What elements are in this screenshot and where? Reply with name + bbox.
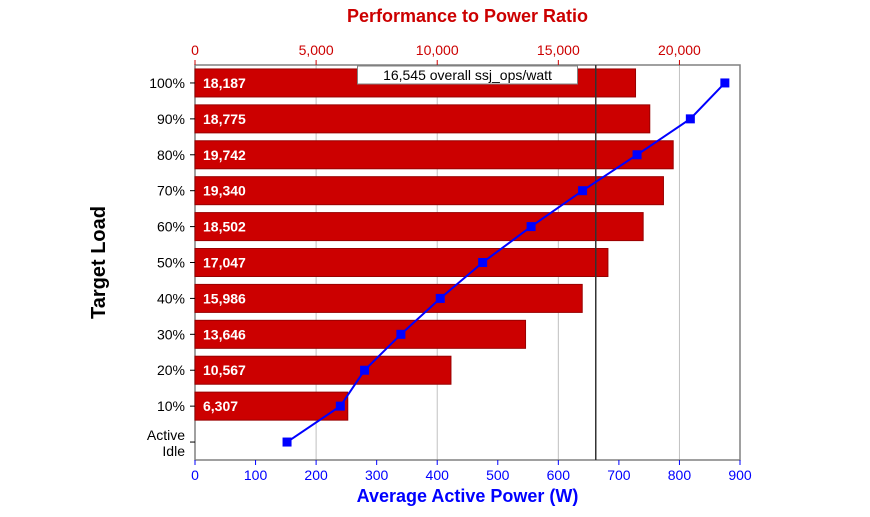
- power-marker: [336, 402, 344, 410]
- power-marker: [527, 223, 535, 231]
- category-label: 80%: [157, 147, 185, 163]
- bottom-axis-tick-label: 700: [607, 467, 631, 483]
- bottom-axis-tick-label: 500: [486, 467, 510, 483]
- bar-value-label: 17,047: [203, 255, 246, 271]
- bottom-axis-tick-label: 600: [547, 467, 571, 483]
- power-marker: [579, 187, 587, 195]
- category-label: Idle: [162, 443, 185, 459]
- bar: 19,742: [195, 141, 673, 169]
- bottom-axis-tick-label: 300: [365, 467, 389, 483]
- category-label: 90%: [157, 111, 185, 127]
- bar-value-label: 6,307: [203, 398, 238, 414]
- category-label: 60%: [157, 219, 185, 235]
- category-label: 70%: [157, 183, 185, 199]
- category-label: 20%: [157, 362, 185, 378]
- bar: 18,775: [195, 105, 650, 133]
- bar-value-label: 18,187: [203, 75, 246, 91]
- power-marker: [686, 115, 694, 123]
- bottom-axis-tick-label: 0: [191, 467, 199, 483]
- power-marker: [721, 79, 729, 87]
- category-label: 50%: [157, 255, 185, 271]
- top-axis-tick-label: 20,000: [658, 42, 701, 58]
- bar-value-label: 19,742: [203, 147, 246, 163]
- power-marker: [397, 330, 405, 338]
- category-label: 30%: [157, 326, 185, 342]
- bar: 17,047: [195, 248, 608, 276]
- bar: 19,340: [195, 177, 663, 205]
- power-marker: [633, 151, 641, 159]
- y-axis-label: Target Load: [88, 206, 110, 319]
- power-marker: [283, 438, 291, 446]
- top-axis-tick-label: 10,000: [416, 42, 459, 58]
- power-marker: [361, 366, 369, 374]
- bottom-axis-tick-label: 200: [304, 467, 328, 483]
- top-axis-tick-label: 15,000: [537, 42, 580, 58]
- bottom-axis-tick-label: 800: [668, 467, 692, 483]
- bottom-axis-tick-label: 400: [426, 467, 450, 483]
- bar-value-label: 13,646: [203, 326, 246, 342]
- bar-value-label: 10,567: [203, 362, 246, 378]
- chart-svg: 18,187 18,775 19,742 19,340 18,502 17,047 15,9…: [0, 0, 870, 517]
- top-axis-tick-label: 5,000: [299, 42, 334, 58]
- bar-value-label: 19,340: [203, 183, 246, 199]
- bar: 18,502: [195, 213, 643, 241]
- category-label: 100%: [149, 75, 185, 91]
- bar-value-label: 18,775: [203, 111, 246, 127]
- bar: 15,986: [195, 284, 582, 312]
- bar: 13,646: [195, 320, 526, 348]
- title-top: Performance to Power Ratio: [347, 6, 588, 26]
- bar-value-label: 18,502: [203, 219, 246, 235]
- power-marker: [436, 294, 444, 302]
- bottom-axis-tick-label: 900: [728, 467, 752, 483]
- chart-container: 18,187 18,775 19,742 19,340 18,502 17,047 15,9…: [0, 0, 870, 517]
- category-label: 10%: [157, 398, 185, 414]
- category-label: Active: [147, 427, 185, 443]
- bar-value-label: 15,986: [203, 290, 246, 306]
- bar: 10,567: [195, 356, 451, 384]
- category-label: 40%: [157, 290, 185, 306]
- title-bottom: Average Active Power (W): [357, 486, 579, 506]
- power-marker: [479, 259, 487, 267]
- top-axis-tick-label: 0: [191, 42, 199, 58]
- annotation-text: 16,545 overall ssj_ops/watt: [383, 67, 552, 83]
- bottom-axis-tick-label: 100: [244, 467, 268, 483]
